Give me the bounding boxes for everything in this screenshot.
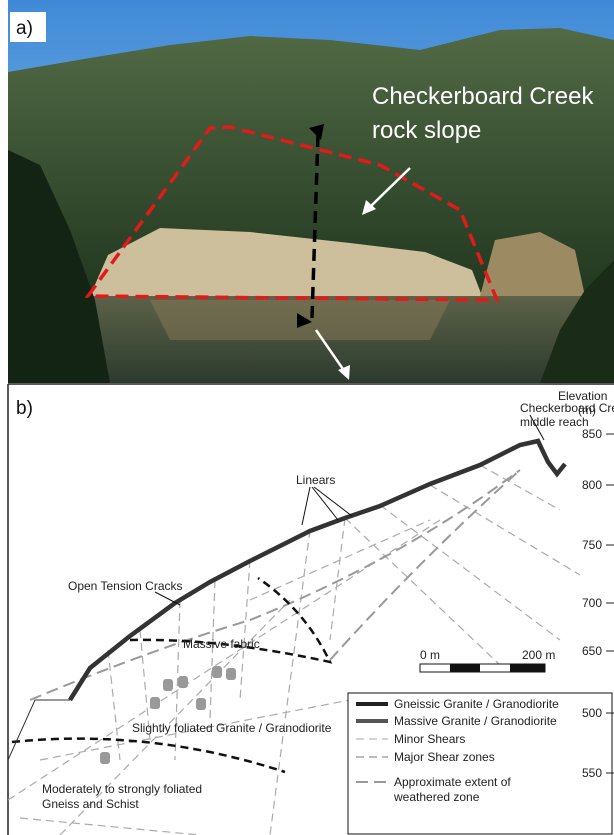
- icons: [100, 666, 236, 764]
- elevation-tick-label: 500: [582, 706, 602, 720]
- legend-entry: Major Shear zones: [394, 750, 495, 764]
- label: middle reach: [520, 415, 589, 429]
- label: Gneiss and Schist: [42, 797, 139, 811]
- elevation-tick-label: 550: [582, 766, 602, 780]
- legend-entry: Gneissic Granite / Granodiorite: [394, 697, 559, 711]
- elevation-tick-label: 850: [582, 427, 602, 441]
- legend-entry: Approximate extent of: [394, 775, 511, 789]
- elevation-tick-label: 650: [582, 644, 602, 658]
- legend-entry: Minor Shears: [394, 732, 465, 746]
- label: Linears: [296, 473, 335, 487]
- panel-label: b): [16, 398, 33, 419]
- scale-label: 0 m: [420, 648, 440, 662]
- annotation: Checkerboard Creek: [372, 83, 594, 110]
- label: Slightly foliated Granite / Granodiorite: [132, 721, 332, 735]
- label: Moderately to strongly foliated: [42, 782, 202, 796]
- legend-entry: Massive Granite / Granodiorite: [394, 714, 557, 728]
- elevation-tick-label: 750: [582, 538, 602, 552]
- label: Open Tension Cracks: [68, 579, 183, 593]
- photo: [8, 0, 614, 383]
- label: Checkerboard Creek: [520, 401, 614, 415]
- axis-title: Elevation: [558, 389, 607, 403]
- figure: a) Checkerboard Creek rock slope b) Chec…: [0, 0, 614, 835]
- elevation-tick-label: 700: [582, 596, 602, 610]
- axis-title: (m): [578, 403, 596, 417]
- scale-label: 200 m: [522, 648, 555, 662]
- elevation-tick-label: 800: [582, 478, 602, 492]
- label: Massive fabric: [183, 637, 260, 651]
- edge: [8, 700, 70, 760]
- pointer-lines: [155, 415, 544, 605]
- scale-bar: [420, 664, 545, 672]
- annotation: rock slope: [372, 117, 481, 144]
- legend-entry: weathered zone: [393, 790, 480, 804]
- panel-label: a): [16, 18, 33, 39]
